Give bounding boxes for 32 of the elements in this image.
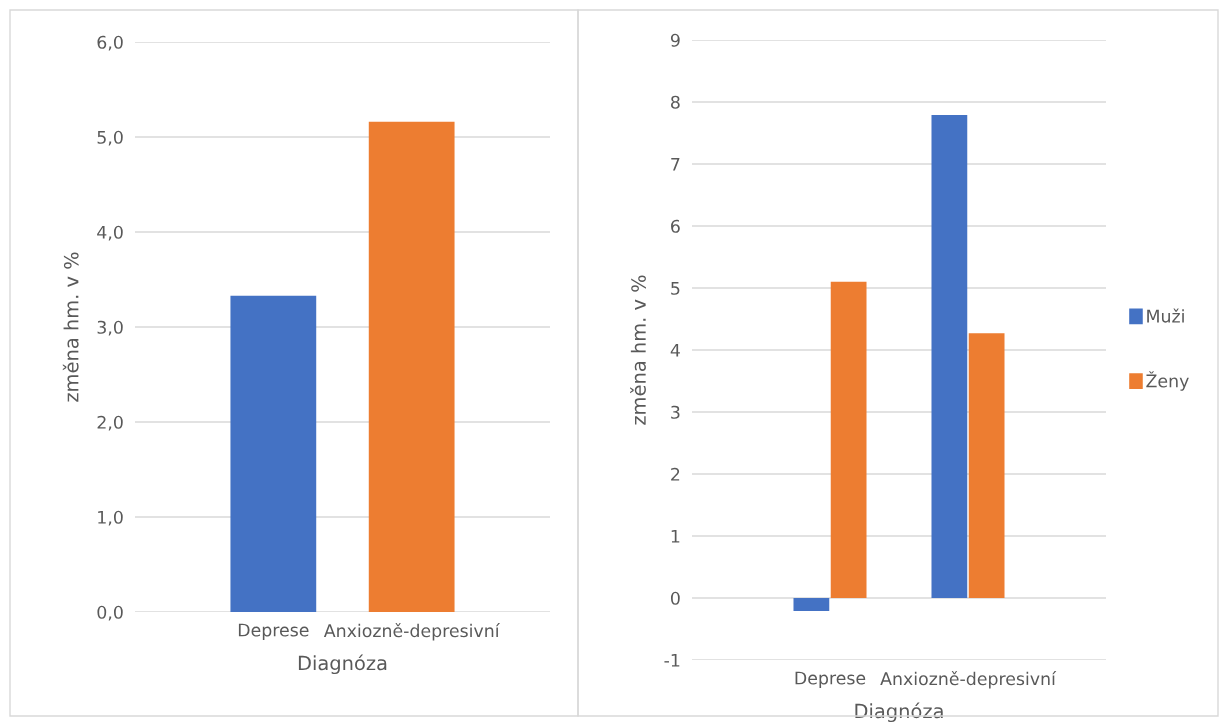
y-tick-label: 0,0	[97, 605, 123, 621]
x-tick-label: Deprese	[238, 623, 309, 640]
bar	[931, 115, 968, 598]
y-tick-label: -1	[664, 653, 680, 667]
y-tick-label: 0	[670, 591, 680, 605]
y-axis-title: změna hm. v %	[630, 275, 646, 425]
y-tick-label: 4	[670, 343, 680, 357]
y-tick-label: 5	[671, 281, 680, 295]
x-tick-label: Deprese	[795, 671, 866, 688]
y-tick-label: 1	[671, 529, 680, 543]
y-tick-label: 3,0	[97, 320, 123, 336]
bar	[830, 281, 867, 598]
y-tick-label: 6	[671, 219, 680, 233]
y-axis-title: změna hm. v %	[62, 252, 79, 402]
bar	[968, 333, 1005, 598]
y-tick-label: 6,0	[97, 35, 123, 51]
y-tick-label: 3	[671, 405, 680, 419]
x-tick-label: Anxiozně-depresivní	[323, 623, 501, 641]
y-tick-label: 7	[671, 157, 680, 171]
y-tick-label: 4,0	[97, 225, 123, 241]
legend-label: Muži	[1147, 308, 1184, 323]
x-tick-label: Anxiozně-depresivní	[880, 671, 1057, 689]
y-tick-label: 2,0	[97, 415, 123, 431]
bar	[793, 598, 830, 612]
y-tick-label: 1,0	[98, 510, 123, 526]
legend-label: Ženy	[1146, 371, 1189, 391]
y-tick-label: 8	[671, 95, 680, 109]
x-axis-title: Diagnóza	[855, 702, 943, 723]
y-tick-label: 2	[671, 467, 680, 481]
x-axis-title: Diagnóza	[298, 654, 387, 675]
y-tick-label: 9	[670, 33, 680, 47]
y-tick-label: 5,0	[97, 130, 123, 146]
